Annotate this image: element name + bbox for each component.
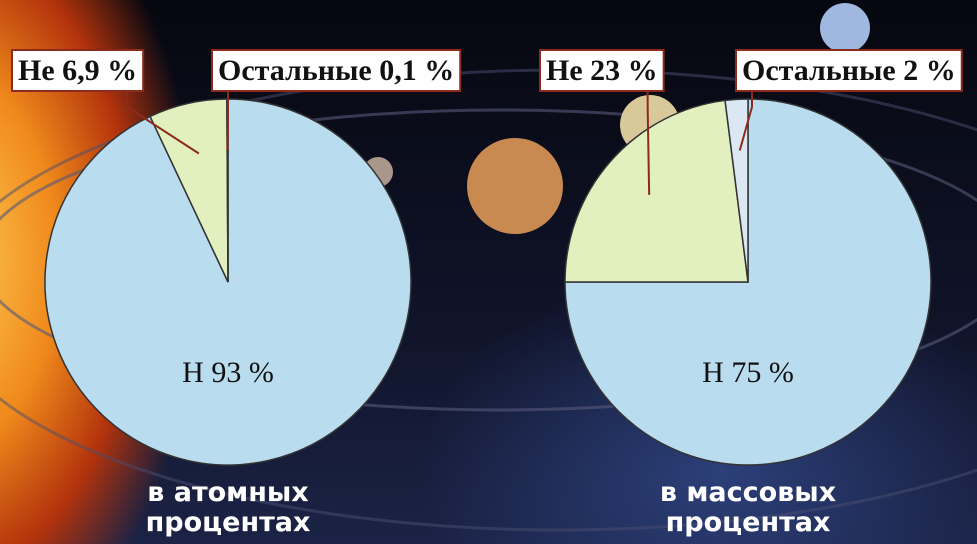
caption: в массовых процентах	[598, 478, 898, 538]
label-box: He 23 %	[540, 50, 664, 91]
slice-label: H 93 %	[182, 356, 274, 389]
label-box: Остальные 0,1 %	[212, 50, 460, 91]
planet	[467, 138, 563, 234]
planet	[820, 3, 870, 53]
chart-area: H 93 % He 6,9 % Остальные 0,1 % H 75 % He 23…	[0, 0, 977, 544]
label-box: He 6,9 %	[12, 50, 143, 91]
slice-label: He 6,9 %	[18, 54, 137, 87]
slice-label: He 23 %	[546, 54, 658, 87]
slice-label: H 75 %	[702, 356, 794, 389]
label-box: Остальные 2 %	[736, 50, 962, 91]
slice-label: Остальные 2 %	[742, 54, 956, 87]
pie-slice	[565, 100, 748, 282]
slice-label: Остальные 0,1 %	[218, 54, 454, 87]
screen: H 93 % He 6,9 % Остальные 0,1 % H 75 % He 23…	[0, 0, 977, 544]
caption: в атомных процентах	[78, 478, 378, 538]
